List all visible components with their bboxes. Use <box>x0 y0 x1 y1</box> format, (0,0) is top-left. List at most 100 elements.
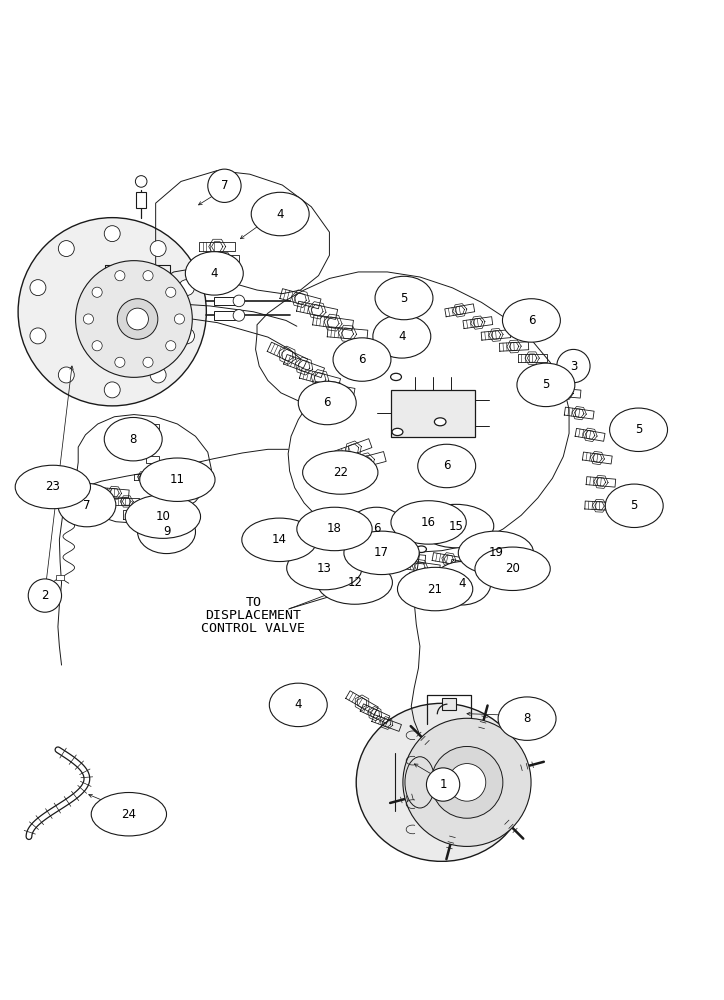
Text: 5: 5 <box>542 378 550 391</box>
Text: 15: 15 <box>449 520 463 533</box>
Ellipse shape <box>303 451 378 494</box>
Text: 4: 4 <box>458 577 466 590</box>
Text: 6: 6 <box>443 459 450 472</box>
Circle shape <box>448 764 486 801</box>
Ellipse shape <box>375 276 433 320</box>
Ellipse shape <box>502 299 560 342</box>
Ellipse shape <box>348 507 405 551</box>
Ellipse shape <box>391 373 402 381</box>
Text: 10: 10 <box>156 510 170 523</box>
Ellipse shape <box>287 546 362 590</box>
Text: 4: 4 <box>277 208 284 221</box>
Bar <box>214 297 235 305</box>
Bar <box>214 311 235 320</box>
Circle shape <box>166 287 176 297</box>
Circle shape <box>166 341 176 351</box>
Bar <box>391 390 475 437</box>
Circle shape <box>426 768 460 801</box>
Text: DISPLACEMENT: DISPLACEMENT <box>206 609 301 622</box>
Circle shape <box>174 314 185 324</box>
Circle shape <box>143 271 153 281</box>
Ellipse shape <box>251 192 309 236</box>
Bar <box>442 698 456 710</box>
Circle shape <box>30 280 46 296</box>
Circle shape <box>233 310 245 321</box>
Ellipse shape <box>418 444 476 488</box>
Ellipse shape <box>418 504 494 548</box>
Text: 4: 4 <box>211 267 218 280</box>
Bar <box>49 583 56 588</box>
Text: 8: 8 <box>523 712 531 725</box>
Ellipse shape <box>610 408 668 451</box>
Text: 5: 5 <box>400 292 408 305</box>
Circle shape <box>150 241 166 257</box>
Circle shape <box>143 357 153 367</box>
Circle shape <box>179 328 195 344</box>
Circle shape <box>208 169 241 202</box>
Bar <box>56 575 64 580</box>
Text: 5: 5 <box>635 423 642 436</box>
Text: 14: 14 <box>272 533 287 546</box>
Ellipse shape <box>269 683 327 727</box>
Text: 20: 20 <box>505 562 520 575</box>
Ellipse shape <box>140 458 215 501</box>
Circle shape <box>104 382 120 398</box>
Text: 19: 19 <box>489 546 503 559</box>
Ellipse shape <box>356 703 527 861</box>
Circle shape <box>127 308 148 330</box>
Text: 1: 1 <box>439 778 447 791</box>
Text: 13: 13 <box>317 562 332 575</box>
Text: 7: 7 <box>83 499 90 512</box>
Circle shape <box>83 314 93 324</box>
Text: 4: 4 <box>295 698 302 711</box>
Ellipse shape <box>517 363 575 407</box>
Text: 6: 6 <box>373 522 380 535</box>
Text: CONTROL VALVE: CONTROL VALVE <box>201 622 306 635</box>
Ellipse shape <box>397 567 473 611</box>
Text: 11: 11 <box>170 473 185 486</box>
Text: 3: 3 <box>570 360 577 373</box>
Text: TO: TO <box>245 596 261 609</box>
Ellipse shape <box>344 531 419 575</box>
Text: 5: 5 <box>631 499 638 512</box>
Ellipse shape <box>125 495 201 538</box>
Circle shape <box>403 718 531 846</box>
Circle shape <box>59 241 75 257</box>
Ellipse shape <box>333 338 391 381</box>
Circle shape <box>150 367 166 383</box>
Text: 6: 6 <box>528 314 535 327</box>
Text: 17: 17 <box>374 546 389 559</box>
Text: 6: 6 <box>324 396 331 409</box>
Circle shape <box>28 579 62 612</box>
Text: 6: 6 <box>358 353 366 366</box>
Circle shape <box>59 367 75 383</box>
Ellipse shape <box>242 518 317 562</box>
Ellipse shape <box>15 465 90 509</box>
Ellipse shape <box>91 792 167 836</box>
Ellipse shape <box>317 561 392 604</box>
Circle shape <box>179 280 195 296</box>
Ellipse shape <box>138 510 195 554</box>
Text: 18: 18 <box>327 522 342 535</box>
Bar <box>146 456 159 463</box>
Ellipse shape <box>58 483 116 527</box>
Circle shape <box>557 349 590 383</box>
Bar <box>146 440 159 447</box>
Ellipse shape <box>297 507 372 551</box>
Circle shape <box>104 226 120 242</box>
Text: 9: 9 <box>163 525 170 538</box>
Ellipse shape <box>391 501 466 544</box>
Ellipse shape <box>433 562 491 605</box>
Ellipse shape <box>498 697 556 740</box>
Ellipse shape <box>392 428 403 436</box>
Ellipse shape <box>434 418 446 426</box>
Ellipse shape <box>475 547 550 590</box>
Circle shape <box>115 357 125 367</box>
Ellipse shape <box>104 417 162 461</box>
Text: 23: 23 <box>46 480 60 493</box>
Circle shape <box>115 271 125 281</box>
Circle shape <box>233 295 245 307</box>
Circle shape <box>92 341 102 351</box>
Ellipse shape <box>298 381 356 425</box>
Circle shape <box>135 176 147 187</box>
